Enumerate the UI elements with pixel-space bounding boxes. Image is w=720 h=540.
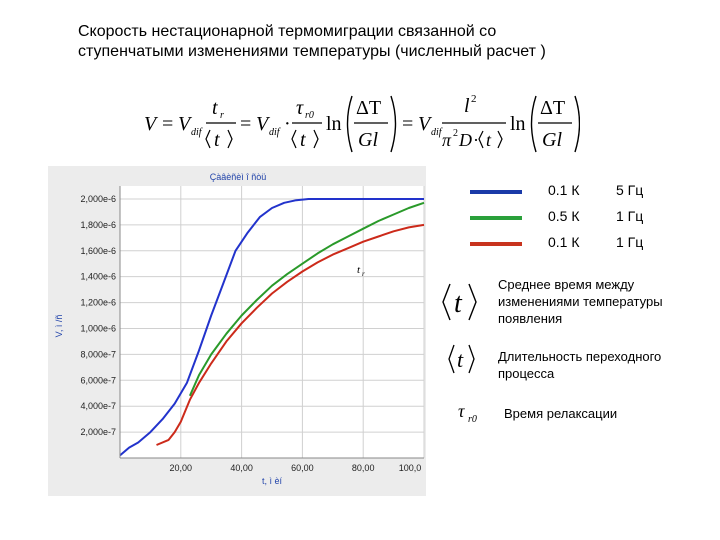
formula-tr: t	[212, 97, 218, 119]
tau-sub-glyph: r0	[468, 414, 477, 425]
x-tick-label: 80,00	[352, 463, 375, 473]
formula-eq-3: =	[402, 113, 413, 135]
x-tick-label: 40,00	[230, 463, 253, 473]
legend-value-3: 0.1 К	[548, 234, 580, 250]
formula-ln-1: ln	[326, 113, 342, 135]
tau-glyph: τ	[458, 401, 465, 421]
legend-line-blue	[470, 190, 522, 194]
y-tick-label: 6,000e-7	[80, 375, 116, 385]
y-tick-label: 1,800e-6	[80, 220, 116, 230]
tr-annotation-sub: r	[362, 270, 365, 278]
formula-dot-2: ·	[473, 130, 479, 150]
formula-d: D	[458, 130, 472, 150]
y-tick-label: 4,000e-7	[80, 401, 116, 411]
x-tick-label: 100,0	[399, 463, 422, 473]
legend-freq-1: 5 Гц	[616, 182, 644, 198]
formula-dif-sub-2: dif	[269, 127, 281, 138]
legend-freq-3: 1 Гц	[616, 234, 644, 250]
avg-t-glyph: t	[454, 288, 463, 319]
y-tick-label: 1,600e-6	[80, 246, 116, 256]
formula-eq-2: =	[240, 113, 251, 135]
formula-delta-t-1: ΔT	[356, 97, 381, 119]
formula-vdif-3: V	[418, 113, 433, 135]
series-line-green	[188, 201, 425, 397]
formula-dot-1: ·	[284, 113, 291, 135]
slide-title: Скорость нестационарной термомиграции св…	[78, 22, 698, 62]
chart-svg: 2,000e-7 4,000e-7 6,000e-7 8,000e-7 1,000e-6…	[48, 166, 426, 496]
y-tick-label: 1,000e-6	[80, 323, 116, 333]
title-line-2: ступенчатыми изменениями температуры (чи…	[78, 43, 546, 60]
transient-t-glyph: t	[457, 347, 464, 372]
formula-l-sup: 2	[471, 93, 477, 105]
formula-tavg-1: t	[214, 129, 220, 151]
formula-eq-1: =	[162, 113, 173, 135]
y-tick-label: 1,400e-6	[80, 272, 116, 282]
legend-value-2: 0.5 К	[548, 208, 580, 224]
avg-t-symbol: t	[442, 283, 477, 321]
formula-pi-sup: 2	[453, 128, 458, 139]
formula-l: l	[464, 95, 470, 117]
legend-freq-2: 1 Гц	[616, 208, 644, 224]
y-tick-label: 1,200e-6	[80, 298, 116, 308]
x-tick-label: 60,00	[291, 463, 314, 473]
formula-dif-sub-3: dif	[431, 127, 443, 138]
formula-gl-1: Gl	[358, 129, 378, 151]
formula-tr-sub: r	[220, 110, 224, 121]
formula-pi: π	[442, 130, 452, 150]
def-relaxation: Время релаксации	[504, 406, 618, 421]
formula-ln-2: ln	[510, 113, 526, 135]
def-transient: Длительность переходного процесса	[498, 349, 662, 381]
legend-line-green	[470, 216, 522, 220]
x-tick-label: 20,00	[170, 463, 193, 473]
formula-tavg-2: t	[300, 129, 306, 151]
tr-annotation: t	[357, 264, 361, 276]
formula-v: V	[144, 113, 159, 135]
y-tick-label: 2,000e-7	[80, 427, 116, 437]
formula-tavg-3: t	[486, 130, 492, 150]
def-avg-t: Среднее время между изменениями температ…	[498, 277, 663, 326]
y-tick-label: 8,000e-7	[80, 349, 116, 359]
formula-tau-sub: r0	[305, 110, 314, 121]
x-axis-label: t, ì èí	[262, 476, 283, 486]
series-line-red	[156, 223, 425, 446]
legend-line-red	[470, 242, 522, 246]
tau-symbol: τ r0	[458, 401, 477, 425]
plot-area	[120, 186, 424, 458]
formula-vdif-2: V	[256, 113, 271, 135]
y-tick-label: 2,000e-6	[80, 194, 116, 204]
velocity-formula: V = V dif t r t = V dif · τ r0 t ln ΔT G…	[144, 93, 580, 153]
velocity-chart: 2,000e-7 4,000e-7 6,000e-7 8,000e-7 1,000e-6…	[48, 166, 426, 496]
legend-value-1: 0.1 К	[548, 182, 580, 198]
series-line-blue	[119, 198, 424, 457]
chart-title: Çàâèñèì î ñòü	[210, 172, 267, 182]
title-line-1: Скорость нестационарной термомиграции св…	[78, 23, 497, 40]
formula-gl-2: Gl	[542, 129, 562, 151]
formula-vdif-1: V	[178, 113, 193, 135]
y-axis-label: V, ì /ñ	[54, 315, 64, 338]
formula-delta-t-2: ΔT	[540, 97, 565, 119]
transient-t-symbol: t	[448, 344, 475, 374]
formula-dif-sub-1: dif	[191, 127, 203, 138]
formula-tau: τ	[296, 97, 304, 119]
